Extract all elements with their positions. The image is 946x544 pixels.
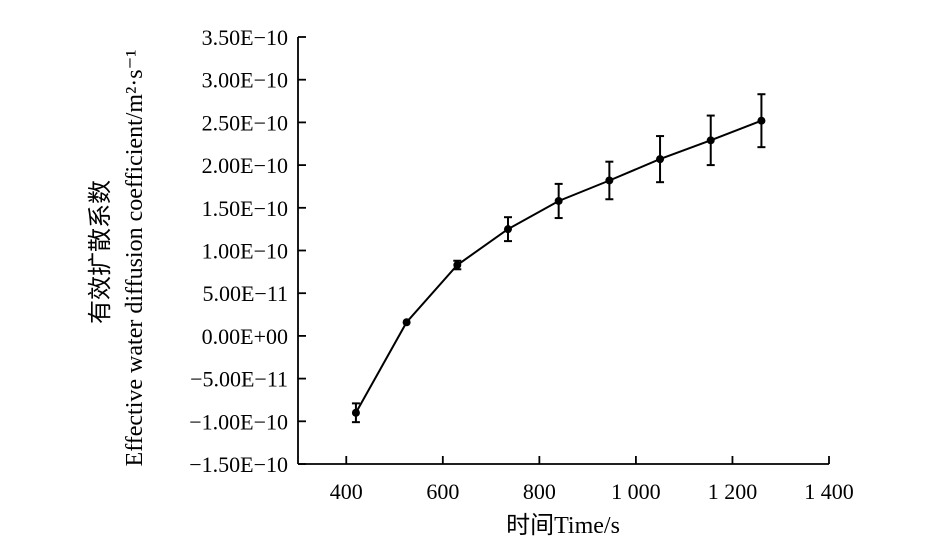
y-tick-label: −5.00E−11 bbox=[190, 367, 288, 392]
data-point bbox=[605, 176, 614, 185]
plot-area bbox=[351, 93, 766, 424]
x-tick-label: 1 200 bbox=[708, 479, 758, 504]
y-axis-title-chinese: 有效扩散系数 bbox=[87, 180, 114, 324]
y-tick-label: −1.50E−10 bbox=[189, 452, 288, 477]
y-axis-title-english: Effective water diffusion coefficient/m²… bbox=[122, 50, 148, 467]
series-line bbox=[355, 119, 762, 414]
y-tick-label: 2.00E−10 bbox=[202, 153, 288, 178]
y-tick-label: 1.50E−10 bbox=[202, 196, 288, 221]
x-tick-label: 1 000 bbox=[611, 479, 661, 504]
data-point bbox=[656, 155, 665, 164]
axes bbox=[297, 36, 830, 465]
x-tick-label: 400 bbox=[330, 479, 363, 504]
y-tick-label: 3.00E−10 bbox=[202, 68, 288, 93]
y-tick-label: 0.00E+00 bbox=[202, 324, 288, 349]
data-point bbox=[757, 116, 766, 125]
y-tick-label: 5.00E−11 bbox=[202, 281, 288, 306]
y-tick-label: 1.00E−10 bbox=[202, 239, 288, 264]
x-axis-title: 时间Time/s bbox=[506, 512, 620, 539]
x-tick-label: 800 bbox=[523, 479, 556, 504]
data-point bbox=[453, 261, 462, 270]
data-point bbox=[706, 136, 715, 145]
data-point bbox=[503, 225, 512, 234]
data-point bbox=[554, 196, 563, 205]
y-tick-label: 3.50E−10 bbox=[202, 25, 288, 50]
y-tick-label: 2.50E−10 bbox=[202, 110, 288, 135]
x-tick-label: 600 bbox=[426, 479, 459, 504]
tick-labels: 3.50E−10 3.00E−10 2.50E−10 2.00E−10 1.50E−10… bbox=[189, 25, 854, 504]
data-point bbox=[351, 408, 360, 417]
data-point bbox=[402, 318, 411, 327]
y-tick-label: −1.00E−10 bbox=[189, 409, 288, 434]
x-tick-label: 1 400 bbox=[804, 479, 854, 504]
